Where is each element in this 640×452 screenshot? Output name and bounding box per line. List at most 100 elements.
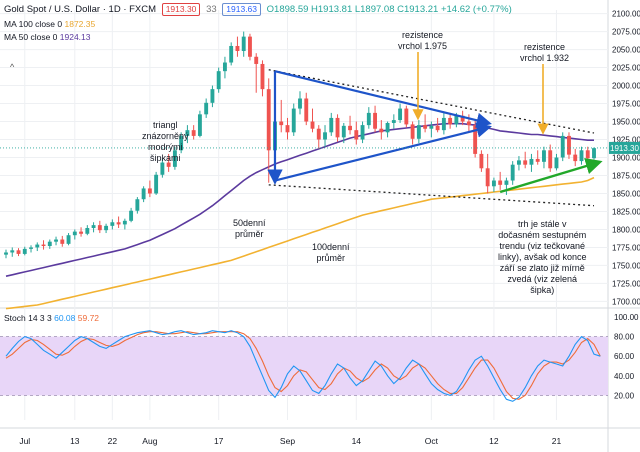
legend-stoch[interactable]: Stoch 14 3 3 60.08 59.72 xyxy=(4,313,99,323)
price-tick-label: 1875.00 xyxy=(612,171,640,180)
symbol-title[interactable]: Gold Spot / U.S. Dollar · 1D · FXCM xyxy=(4,4,157,15)
time-tick-label: Jul xyxy=(19,436,30,446)
annotation-trend: trh je stále v dočasném sestupném trendu… xyxy=(498,219,587,295)
candle-down xyxy=(460,115,465,122)
candle-down xyxy=(97,225,102,231)
price-tick-label: 2050.00 xyxy=(612,46,640,55)
candle-down xyxy=(573,154,578,162)
candle-down xyxy=(585,150,590,159)
candle-up xyxy=(66,235,71,244)
candle-down xyxy=(310,121,315,129)
candle-up xyxy=(391,120,396,123)
candle-down xyxy=(335,117,340,138)
candle-up xyxy=(560,135,565,158)
candle-down xyxy=(60,239,65,244)
spread-value: 33 xyxy=(206,4,217,15)
price-tick-label: 1850.00 xyxy=(612,189,640,198)
price-tick-label: 1825.00 xyxy=(612,207,640,216)
candle-up xyxy=(491,180,496,187)
price-tick-label: 1925.00 xyxy=(612,136,640,145)
candle-down xyxy=(473,125,478,154)
candle-down xyxy=(485,168,490,187)
candle-up xyxy=(416,125,421,139)
candle-up xyxy=(172,150,177,167)
candle-up xyxy=(554,157,559,169)
price-tick-label: 2100.00 xyxy=(612,10,640,19)
stoch-label: Stoch 14 3 3 xyxy=(4,313,52,323)
candle-up xyxy=(542,150,546,162)
time-tick-label: Sep xyxy=(280,436,295,446)
candle-down xyxy=(423,125,428,129)
upper-trend-dotted xyxy=(268,69,595,134)
candle-up xyxy=(323,132,327,140)
candle-down xyxy=(448,117,453,125)
candle-up xyxy=(441,117,446,131)
stoch-tick-label: 60.00 xyxy=(614,352,635,361)
candle-down xyxy=(498,180,503,185)
price-tick-label: 1900.00 xyxy=(612,154,640,163)
candle-down xyxy=(266,89,271,151)
lower-trend-dotted xyxy=(268,184,595,207)
ma50-line xyxy=(5,122,594,277)
chart-header: Gold Spot / U.S. Dollar · 1D · FXCM 1913… xyxy=(4,3,515,16)
candle-up xyxy=(510,164,515,181)
candle-down xyxy=(235,45,240,52)
candle-down xyxy=(191,130,196,136)
candle-down xyxy=(316,128,321,140)
candle-up xyxy=(122,220,127,225)
candle-up xyxy=(10,250,15,253)
last-price-label: 1913.30 xyxy=(610,144,639,153)
candle-up xyxy=(366,112,371,126)
candle-up xyxy=(241,36,246,52)
collapse-legend-icon[interactable]: ^ xyxy=(10,62,15,72)
candle-down xyxy=(16,250,21,254)
time-tick-label: 13 xyxy=(70,436,80,446)
candle-down xyxy=(41,244,46,246)
candle-up xyxy=(4,252,8,255)
price-tick-label: 1975.00 xyxy=(612,100,640,109)
stoch-k-value: 60.08 xyxy=(54,313,76,323)
candle-up xyxy=(54,239,58,242)
candle-up xyxy=(141,188,146,200)
sell-price-box[interactable]: 1913.30 xyxy=(161,3,201,16)
buy-price-box[interactable]: 1913.63 xyxy=(222,3,262,16)
candle-up xyxy=(398,108,403,121)
ma100-line xyxy=(5,176,595,310)
price-tick-label: 2075.00 xyxy=(612,28,640,37)
legend-ma50[interactable]: MA 50 close 0 1924.13 xyxy=(4,32,91,42)
annotation-resistance-1975: rezistence vrchol 1.975 xyxy=(398,30,448,51)
time-tick-label: 14 xyxy=(352,436,362,446)
candle-down xyxy=(535,158,540,162)
ma50-label: MA 50 close 0 xyxy=(4,32,58,42)
time-tick-label: 12 xyxy=(489,436,499,446)
candle-up xyxy=(454,115,459,125)
candle-up xyxy=(85,228,90,234)
candle-up xyxy=(104,225,109,231)
price-tick-label: 1700.00 xyxy=(612,297,640,306)
stoch-k-line xyxy=(5,330,601,402)
candle-down xyxy=(373,112,378,129)
candle-down xyxy=(567,135,571,155)
price-tick-label: 2000.00 xyxy=(612,82,640,91)
candle-up xyxy=(35,244,40,248)
candle-up xyxy=(222,62,227,72)
candle-down xyxy=(79,231,84,234)
price-tick-label: 1950.00 xyxy=(612,118,640,127)
candle-up xyxy=(529,158,534,165)
candle-up xyxy=(185,130,190,136)
ma100-label: MA 100 close 0 xyxy=(4,19,63,29)
candle-up xyxy=(429,125,434,129)
legend-ma100[interactable]: MA 100 close 0 1872.35 xyxy=(4,19,95,29)
last-price-badge xyxy=(609,141,640,154)
candle-down xyxy=(379,128,384,133)
candle-up xyxy=(29,247,33,249)
stoch-tick-label: 80.00 xyxy=(614,333,635,342)
candle-up xyxy=(579,150,584,162)
candle-down xyxy=(260,63,265,90)
candle-up xyxy=(160,162,165,175)
green-uptrend-arrow xyxy=(499,157,603,194)
time-tick-label: 17 xyxy=(214,436,224,446)
candle-up xyxy=(204,102,209,115)
annotation-ma100: 100denní průměr xyxy=(312,242,350,263)
